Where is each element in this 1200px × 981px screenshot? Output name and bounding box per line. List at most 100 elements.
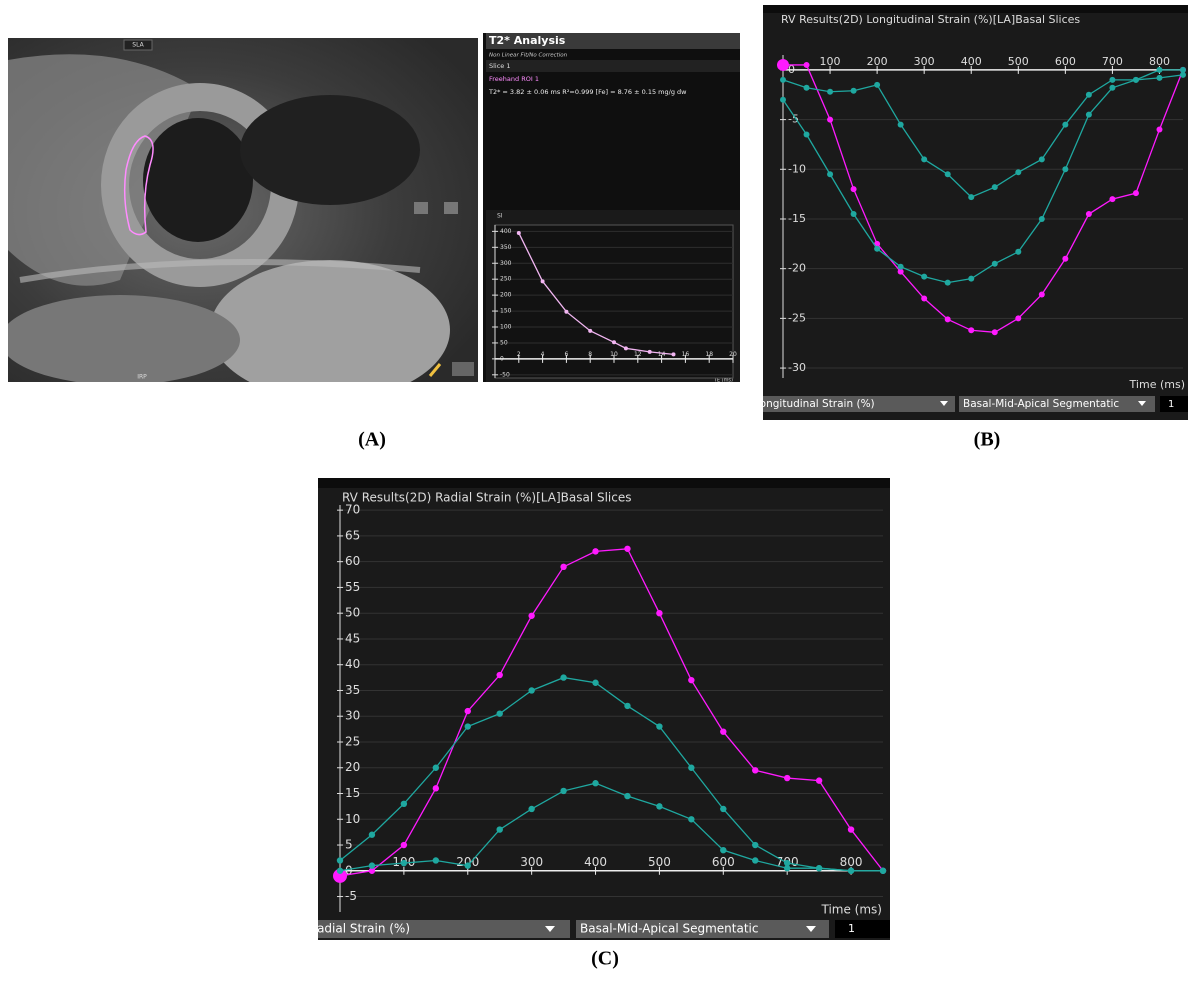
y-tick-label: 50 [500,339,508,346]
y-tick-label: 55 [345,580,360,594]
data-point [656,803,662,809]
y-tick-label: 350 [500,244,512,251]
dropdown-segmentation[interactable]: Basal-Mid-Apical Segmentatic [580,922,758,936]
dropdown-measure[interactable]: Longitudinal Strain (%) [754,398,875,410]
x-tick-label: 600 [1055,55,1076,68]
data-point [401,842,407,848]
analysis-method: Non Linear Fit/No Correction [489,53,568,59]
data-point [337,857,343,863]
data-point [780,77,786,83]
data-point [624,346,628,350]
analysis-roi: Freehand ROI 1 [489,75,539,83]
data-point [672,352,676,356]
data-point [497,710,503,716]
data-point [433,785,439,791]
x-tick-label: 16 [682,351,690,358]
data-point [804,62,810,68]
data-point [588,329,592,333]
y-tick-label: 10 [345,812,360,826]
x-tick-label: 800 [840,855,863,869]
x-tick-label: 8 [588,351,592,358]
slice-input[interactable]: 1 [1168,399,1174,410]
data-point [401,860,407,866]
data-point [465,708,471,714]
y-tick-label: 100 [500,324,512,331]
x-tick-label: 100 [820,55,841,68]
x-tick-label: 300 [914,55,935,68]
data-point [1109,85,1115,91]
data-point [1086,211,1092,217]
panel-label: (A) [358,429,386,451]
y-tick-label: 20 [345,760,360,774]
data-point [898,122,904,128]
data-point [497,826,503,832]
data-point [528,687,534,693]
data-point [968,276,974,282]
data-point [804,85,810,91]
data-point [1039,156,1045,162]
data-point [1156,75,1162,81]
data-point [968,327,974,333]
data-point [848,868,854,874]
data-point [656,610,662,616]
x-tick-label: 20 [729,351,737,358]
chart-title: RV Results(2D) Longitudinal Strain (%)[L… [781,13,1080,26]
dropdown-measure[interactable]: Radial Strain (%) [309,922,410,936]
data-point [337,868,343,874]
data-point [720,728,726,734]
data-point [784,775,790,781]
data-point [592,680,598,686]
data-point [1062,122,1068,128]
data-point [688,816,694,822]
data-point [465,723,471,729]
analysis-slice: Slice 1 [489,62,511,70]
x-tick-label: 400 [584,855,607,869]
x-tick-label: 500 [648,855,671,869]
data-point [560,788,566,794]
data-point [528,806,534,812]
x-tick-label: 10 [610,351,618,358]
data-point [851,88,857,94]
data-point [465,862,471,868]
data-point [592,548,598,554]
x-axis-label: Time (ms) [1129,378,1185,391]
data-point [401,801,407,807]
orientation-top: SLA [132,42,144,49]
slice-input[interactable]: 1 [848,922,855,935]
data-point [827,89,833,95]
data-point [541,279,545,283]
data-point [945,171,951,177]
data-point [921,156,927,162]
data-point [1015,315,1021,321]
data-point [369,832,375,838]
data-point [945,316,951,322]
dropdown-segmentation[interactable]: Basal-Mid-Apical Segmentatic [963,398,1119,410]
data-point [816,865,822,871]
y-tick-label: 400 [500,228,512,235]
x-tick-label: 400 [961,55,982,68]
data-point [898,264,904,270]
y-tick-label: -5 [345,889,357,903]
data-point [1062,166,1068,172]
y-tick-label: 65 [345,528,360,542]
analysis-title: T2* Analysis [489,34,566,47]
data-point [1039,216,1045,222]
y-tick-label: 35 [345,683,360,697]
data-point [1133,77,1139,83]
data-point [784,865,790,871]
data-point [688,765,694,771]
y-tick-label: -25 [788,311,806,324]
data-point [720,847,726,853]
analysis-result: T2* = 3.82 ± 0.06 ms R²=0.999 [Fe] = 8.7… [488,88,687,96]
x-tick-label: 18 [705,351,713,358]
orientation-bottom: IRP [137,374,147,381]
data-point [1156,127,1162,133]
y-tick-label: -10 [788,162,806,175]
data-point [517,231,521,235]
data-point [848,826,854,832]
x-tick-label: 500 [1008,55,1029,68]
x-tick-label: 200 [867,55,888,68]
data-point [992,261,998,267]
x-axis-label: Time (ms) [821,903,883,917]
data-point [560,564,566,570]
